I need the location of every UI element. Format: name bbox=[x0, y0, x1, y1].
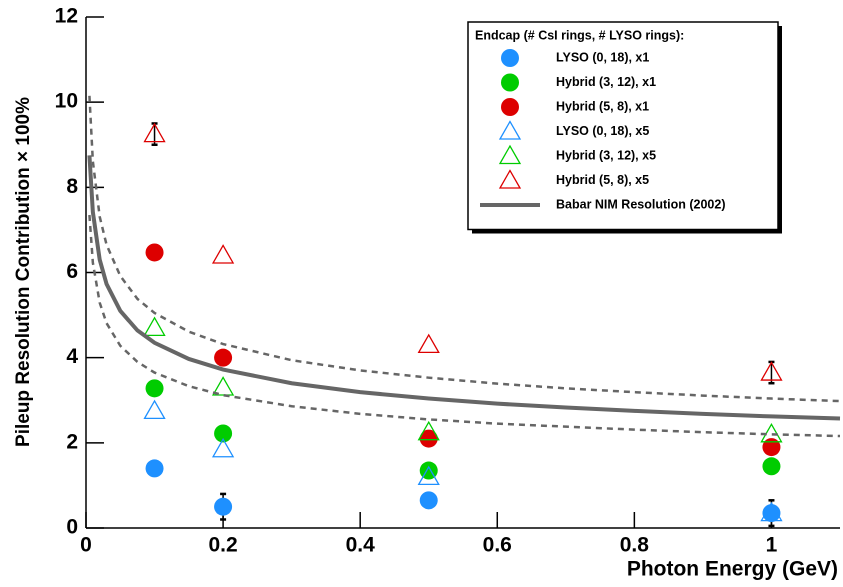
legend-swatch bbox=[501, 49, 519, 67]
data-point bbox=[143, 122, 166, 143]
data-point bbox=[417, 420, 440, 441]
x-tick-label: 0.6 bbox=[483, 534, 512, 557]
data-point bbox=[211, 437, 235, 458]
y-tick-label: 10 bbox=[55, 90, 78, 113]
data-point bbox=[214, 497, 233, 516]
fit-band bbox=[88, 95, 841, 403]
data-point bbox=[417, 333, 440, 354]
legend-label: Hybrid (3, 12), x5 bbox=[556, 148, 656, 162]
legend-label: Hybrid (5, 8), x1 bbox=[556, 99, 649, 113]
data-point bbox=[419, 429, 438, 448]
legend-swatch bbox=[498, 169, 522, 189]
legend-swatch bbox=[498, 120, 522, 140]
legend-title: Endcap (# CsI rings, # LYSO rings): bbox=[475, 28, 684, 42]
legend-label: Hybrid (5, 8), x5 bbox=[556, 173, 649, 187]
legend-label: LYSO (0, 18), x1 bbox=[556, 50, 649, 64]
x-tick-label: 0 bbox=[80, 534, 92, 557]
data-point bbox=[145, 459, 164, 478]
y-tick-label: 2 bbox=[66, 430, 78, 453]
y-axis-label: Pileup Resolution Contribution × 100% bbox=[13, 97, 34, 447]
data-point bbox=[214, 424, 233, 443]
x-tick-label: 1 bbox=[766, 534, 778, 557]
legend-label: Hybrid (3, 12), x1 bbox=[556, 75, 656, 89]
x-tick-label: 0.4 bbox=[346, 534, 376, 557]
legend-swatch bbox=[498, 144, 522, 165]
y-tick-label: 12 bbox=[55, 5, 78, 28]
y-tick-label: 0 bbox=[66, 516, 78, 539]
data-point bbox=[417, 465, 440, 486]
data-point bbox=[145, 379, 164, 398]
data-point bbox=[143, 399, 166, 420]
y-tick-label: 4 bbox=[66, 345, 78, 368]
data-point bbox=[760, 501, 783, 522]
data-point bbox=[214, 348, 233, 367]
data-point bbox=[762, 438, 781, 457]
legend-label: Babar NIM Resolution (2002) bbox=[556, 197, 725, 211]
data-point bbox=[762, 457, 781, 476]
fit-curve bbox=[87, 155, 841, 421]
y-tick-label: 6 bbox=[66, 260, 78, 283]
legend bbox=[467, 21, 779, 231]
legend-label: LYSO (0, 18), x5 bbox=[556, 124, 649, 138]
data-point bbox=[145, 243, 164, 262]
data-point bbox=[762, 504, 781, 523]
x-tick-label: 0.8 bbox=[620, 534, 650, 557]
y-tick-label: 8 bbox=[66, 175, 78, 198]
data-point bbox=[211, 244, 235, 264]
fit-band bbox=[88, 214, 841, 438]
data-point bbox=[211, 376, 235, 396]
data-point bbox=[419, 491, 438, 510]
x-tick-label: 0.2 bbox=[208, 534, 237, 557]
legend-swatch bbox=[501, 73, 519, 92]
data-point bbox=[760, 361, 783, 381]
x-axis-label: Photon Energy (GeV) bbox=[627, 558, 838, 581]
data-point bbox=[143, 316, 166, 337]
legend-swatch bbox=[501, 98, 519, 116]
